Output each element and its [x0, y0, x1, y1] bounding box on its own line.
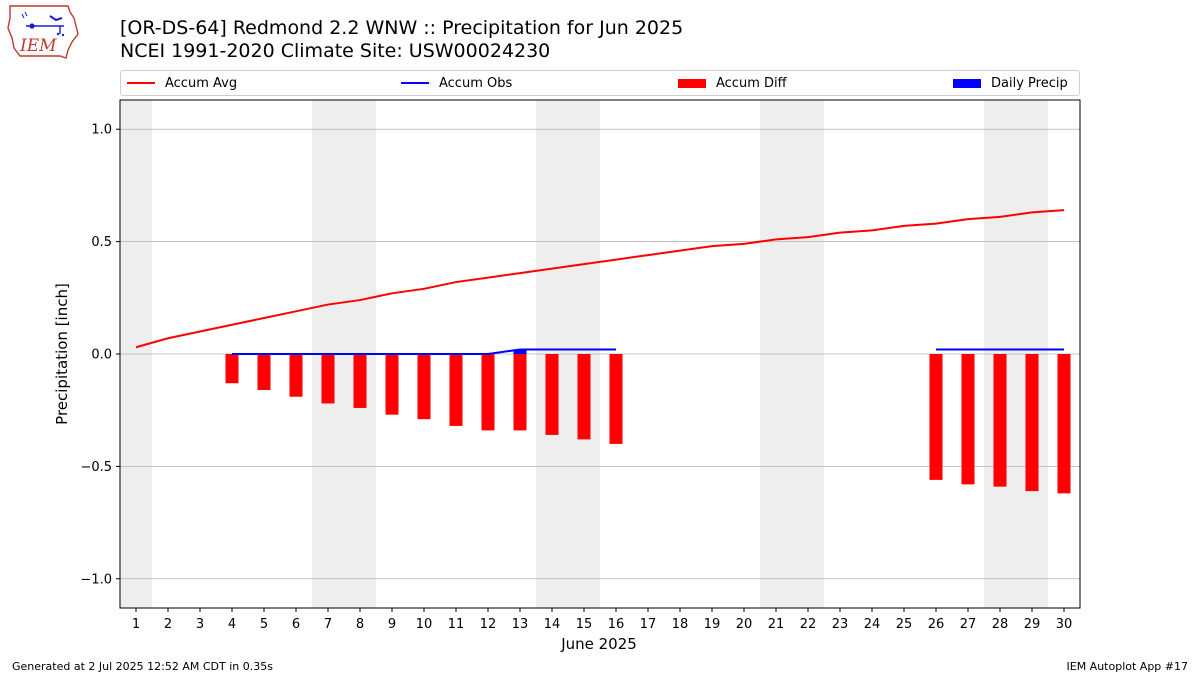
accum-diff-bar-10 [417, 354, 431, 420]
legend-label-accum-obs: Accum Obs [439, 75, 513, 91]
x-tick-label-17: 18 [672, 617, 689, 632]
iem-logo-text: IEM [19, 36, 57, 56]
plot-frame [119, 99, 1081, 609]
chart-title: [OR-DS-64] Redmond 2.2 WNW :: Precipitat… [120, 17, 684, 39]
y-axis-label: Precipitation [inch] [53, 283, 71, 425]
daily-precip-bar-13 [513, 349, 527, 354]
x-tick-label-25: 26 [928, 617, 945, 632]
x-tick-label-21: 22 [800, 617, 817, 632]
chart-subtitle: NCEI 1991-2020 Climate Site: USW00024230 [120, 40, 551, 62]
legend-label-accum-diff: Accum Diff [716, 75, 787, 91]
accum-diff-bar-13 [513, 354, 527, 431]
x-tick-label-10: 11 [448, 617, 465, 632]
accum-diff-bar-28 [993, 354, 1007, 487]
y-tick-label-2: 0.0 [91, 348, 112, 363]
accum-diff-bar-4 [225, 354, 239, 384]
x-tick-label-20: 21 [768, 617, 785, 632]
accum-diff-bar-7 [321, 354, 335, 404]
legend-item-accum-avg: Accum Avg [127, 71, 237, 95]
x-tick-label-6: 7 [324, 617, 332, 632]
accum-diff-bar-27 [961, 354, 975, 485]
x-tick-label-22: 23 [832, 617, 849, 632]
x-tick-label-3: 4 [228, 617, 236, 632]
x-tick-label-2: 3 [196, 617, 204, 632]
app-footer: IEM Autoplot App #17 [1066, 660, 1189, 673]
accum-diff-bar-6 [289, 354, 303, 397]
accum-diff-bar-14 [545, 354, 559, 435]
legend-swatch-daily-precip [953, 78, 981, 88]
generated-footer: Generated at 2 Jul 2025 12:52 AM CDT in … [12, 660, 273, 673]
iem-logo-icon: IEM [7, 5, 79, 59]
legend-swatch-accum-avg [127, 82, 155, 84]
x-tick-label-29: 30 [1056, 617, 1073, 632]
x-tick-label-12: 13 [512, 617, 529, 632]
accum-obs-line-0 [232, 348, 616, 355]
y-tick-label-1: −0.5 [80, 460, 112, 475]
y-tick-label-4: 1.0 [91, 123, 112, 138]
x-tick-label-14: 15 [576, 617, 593, 632]
legend-label-daily-precip: Daily Precip [991, 75, 1068, 91]
x-tick-label-0: 1 [132, 617, 140, 632]
x-tick-label-8: 9 [388, 617, 396, 632]
y-tick-label-3: 0.5 [91, 235, 112, 250]
x-tick-label-24: 25 [896, 617, 913, 632]
x-tick-label-19: 20 [736, 617, 753, 632]
legend-swatch-accum-diff [678, 78, 706, 88]
accum-avg-line [135, 209, 1065, 349]
legend-item-daily-precip: Daily Precip [953, 71, 1068, 95]
accum-diff-bar-8 [353, 354, 367, 408]
x-tick-label-26: 27 [960, 617, 977, 632]
x-tick-label-9: 10 [416, 617, 433, 632]
x-tick-label-27: 28 [992, 617, 1009, 632]
x-tick-label-15: 16 [608, 617, 625, 632]
y-tick-label-0: −1.0 [80, 572, 112, 587]
x-tick-label-1: 2 [164, 617, 172, 632]
legend-item-accum-diff: Accum Diff [678, 71, 787, 95]
accum-diff-bar-11 [449, 354, 463, 426]
accum-diff-bar-9 [385, 354, 399, 415]
chart-legend: Accum Avg Accum Obs Accum Diff Daily Pre… [120, 70, 1080, 96]
legend-label-accum-avg: Accum Avg [165, 75, 238, 91]
x-tick-label-5: 6 [292, 617, 300, 632]
x-tick-label-18: 19 [704, 617, 721, 632]
accum-diff-bar-15 [577, 354, 591, 440]
x-tick-label-4: 5 [260, 617, 268, 632]
x-tick-label-16: 17 [640, 617, 657, 632]
accum-diff-bar-26 [929, 354, 943, 480]
x-tick-label-7: 8 [356, 617, 364, 632]
x-tick-label-28: 29 [1024, 617, 1041, 632]
accum-diff-bar-29 [1025, 354, 1039, 492]
accum-diff-bar-12 [481, 354, 495, 431]
accum-diff-bar-16 [609, 354, 623, 444]
x-tick-label-23: 24 [864, 617, 881, 632]
accum-diff-bar-5 [257, 354, 271, 390]
accum-diff-bar-30 [1057, 354, 1071, 494]
legend-swatch-accum-obs [401, 82, 429, 84]
legend-item-accum-obs: Accum Obs [401, 71, 512, 95]
x-tick-label-11: 12 [480, 617, 497, 632]
x-tick-label-13: 14 [544, 617, 561, 632]
x-axis-label: June 2025 [560, 635, 637, 653]
